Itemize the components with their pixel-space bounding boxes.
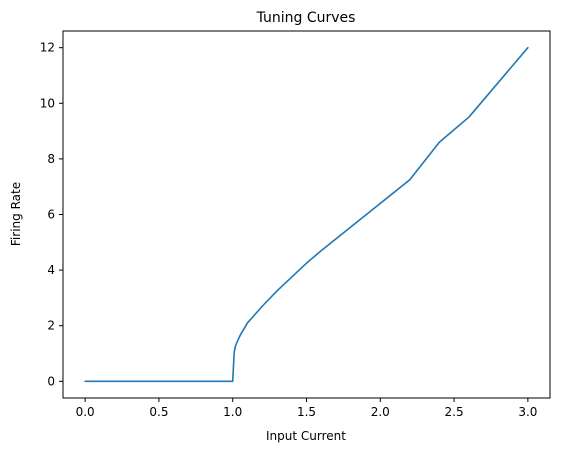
y-tick-label: 10 [40,96,55,110]
y-tick-label: 12 [40,41,55,55]
plot-area [84,46,529,383]
y-tick-label: 4 [47,263,55,277]
y-tick-label: 0 [47,374,55,388]
chart-title: Tuning Curves [256,10,356,26]
y-tick-label: 2 [47,319,55,333]
x-tick-label: 1.0 [223,405,242,419]
y-tick-label: 8 [47,152,55,166]
y-tick-label: 6 [47,208,55,222]
x-tick-label: 0.0 [76,405,95,419]
series-line-0 [84,46,529,383]
x-axis-label: Input Current [266,429,346,443]
x-tick-label: 3.0 [518,405,537,419]
x-tick-label: 0.5 [149,405,168,419]
x-ticks: 0.0 0.5 1.0 1.5 2.0 2.5 3.0 [76,398,537,419]
x-tick-label: 2.0 [371,405,390,419]
x-tick-label: 2.5 [445,405,464,419]
y-axis-label: Firing Rate [9,182,23,246]
y-ticks: 0 2 4 6 8 10 12 [40,41,63,388]
x-tick-label: 1.5 [297,405,316,419]
